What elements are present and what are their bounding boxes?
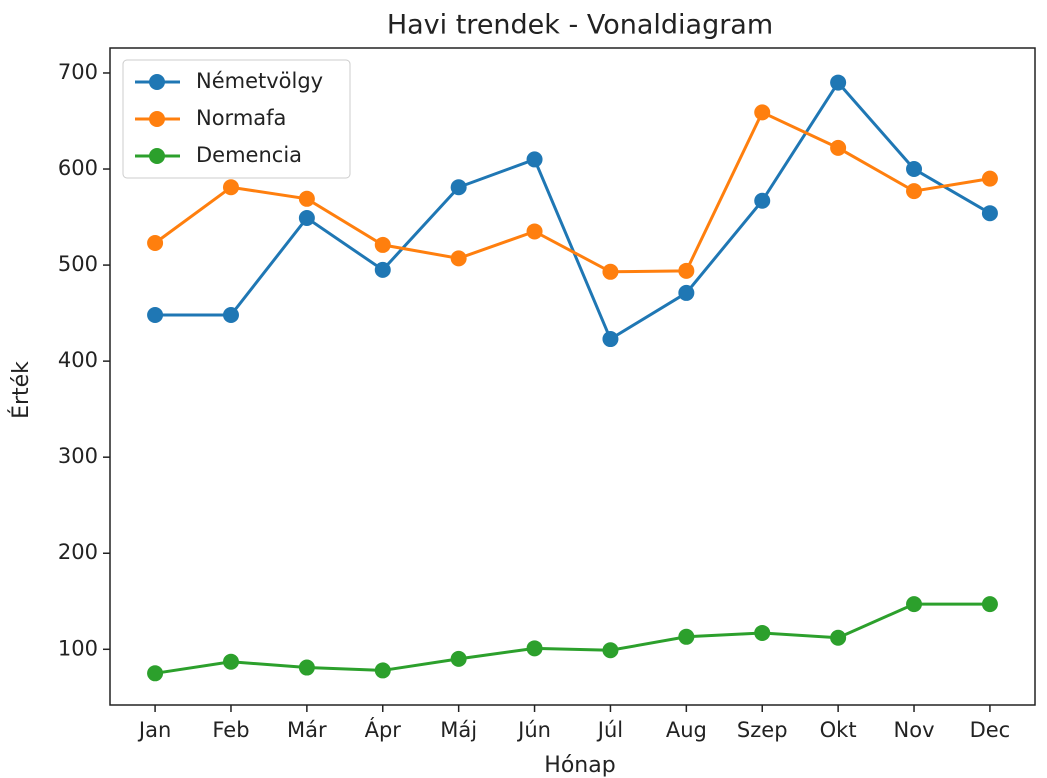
x-tick-label: Máj <box>440 718 477 742</box>
x-tick-label: Feb <box>212 718 249 742</box>
data-point <box>222 179 239 196</box>
y-axis-label: Érték <box>8 361 34 419</box>
legend-marker <box>149 74 165 90</box>
data-point <box>147 665 164 682</box>
data-point <box>981 205 998 222</box>
data-point <box>830 629 847 646</box>
data-point <box>754 104 771 121</box>
x-axis-label: Hónap <box>544 753 615 778</box>
data-point <box>374 236 391 253</box>
data-point <box>450 250 467 267</box>
series-line <box>155 80 991 342</box>
data-point <box>222 307 239 324</box>
x-tick-label: Jan <box>137 718 171 742</box>
data-point <box>754 192 771 209</box>
data-point <box>526 640 543 657</box>
data-point <box>374 662 391 679</box>
x-tick-label: Jún <box>516 718 551 742</box>
y-tick-label: 600 <box>58 156 98 180</box>
data-point <box>981 170 998 187</box>
x-tick-label: Dec <box>970 718 1011 742</box>
x-tick-label: Már <box>287 718 327 742</box>
x-tick-label: Nov <box>894 718 935 742</box>
legend-label: Demencia <box>196 143 302 167</box>
y-tick-label: 100 <box>58 636 98 660</box>
x-tick-label: Aug <box>666 718 707 742</box>
data-point <box>906 161 923 178</box>
data-point <box>222 653 239 670</box>
data-point <box>981 596 998 613</box>
data-point <box>678 284 695 301</box>
data-point <box>754 624 771 641</box>
data-point <box>678 628 695 645</box>
data-point <box>298 659 315 676</box>
data-point <box>906 183 923 200</box>
data-point <box>147 307 164 324</box>
x-tick-label: Okt <box>820 718 857 742</box>
data-point <box>830 74 847 91</box>
data-point <box>906 596 923 613</box>
y-tick-label: 200 <box>58 540 98 564</box>
legend-box <box>122 59 351 179</box>
legend-label: Németvölgy <box>196 69 323 93</box>
plot-frame <box>109 47 1036 706</box>
data-point <box>830 139 847 156</box>
legend-marker <box>149 148 165 164</box>
y-tick-label: 700 <box>58 60 98 84</box>
x-tick-label: Szep <box>737 718 788 742</box>
x-tick-label: Júl <box>596 718 623 742</box>
data-point <box>298 190 315 207</box>
data-point <box>374 261 391 278</box>
data-point <box>678 262 695 279</box>
data-point <box>450 179 467 196</box>
y-tick-label: 400 <box>58 348 98 372</box>
data-point <box>298 210 315 227</box>
legend-marker <box>149 111 165 127</box>
data-point <box>526 151 543 168</box>
data-point <box>602 642 619 659</box>
chart-title: Havi trendek - Vonaldiagram <box>387 10 773 41</box>
data-point <box>526 223 543 240</box>
y-tick-label: 300 <box>58 444 98 468</box>
data-point <box>147 234 164 251</box>
data-point <box>602 331 619 348</box>
data-point <box>602 263 619 280</box>
y-tick-label: 500 <box>58 252 98 276</box>
legend-label: Normafa <box>196 106 286 130</box>
x-tick-label: Ápr <box>365 717 402 742</box>
series-line <box>154 602 990 675</box>
series-line <box>154 110 991 274</box>
data-point <box>450 650 467 667</box>
